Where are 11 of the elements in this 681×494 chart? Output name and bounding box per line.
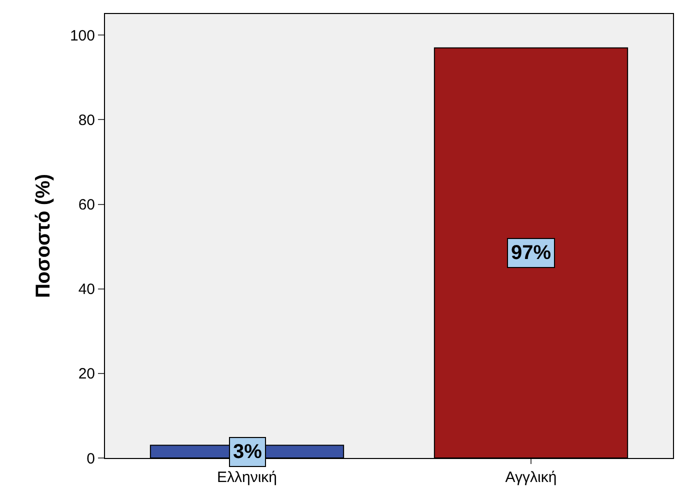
y-axis-title: Ποσοστό (%): [32, 174, 54, 298]
y-tick-label: 60: [78, 196, 95, 214]
y-tick-label: 0: [86, 450, 95, 468]
y-tick-label: 40: [78, 281, 95, 298]
data-label: 97%: [511, 242, 552, 264]
y-tick-label: 20: [78, 366, 95, 383]
y-tick-label: 80: [78, 112, 95, 129]
x-tick-label: Ελληνική: [216, 469, 278, 486]
x-tick-label: Αγγλική: [505, 469, 557, 486]
y-tick-label: 100: [70, 27, 95, 44]
data-label: 3%: [233, 441, 262, 463]
